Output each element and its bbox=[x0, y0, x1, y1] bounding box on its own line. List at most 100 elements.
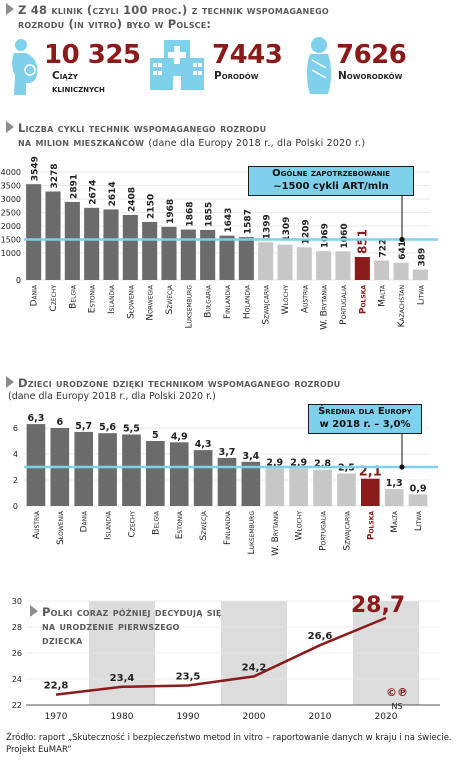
stat-births-label: Porodów bbox=[214, 70, 259, 82]
stat-births-value: 7443 bbox=[212, 40, 283, 70]
bar-value-label: 2408 bbox=[127, 187, 137, 212]
x-tick-label: Malta bbox=[390, 510, 400, 533]
bar-value-label: 1,3 bbox=[386, 478, 403, 489]
bar-value-label: 5,7 bbox=[75, 421, 92, 432]
chart3-title-line1: Polki coraz później decydują się bbox=[42, 605, 222, 619]
y-tick-label: 0 bbox=[16, 276, 21, 285]
bar-value-label: 1309 bbox=[282, 217, 292, 242]
x-tick-label: Finlandia bbox=[223, 510, 233, 545]
bar bbox=[84, 207, 100, 280]
x-tick-label: W. Brytania bbox=[320, 284, 330, 330]
arrow-icon bbox=[30, 605, 38, 617]
copyright-initials: NS bbox=[391, 702, 403, 711]
x-tick-label: Bułgaria bbox=[204, 284, 214, 318]
bar bbox=[277, 244, 293, 280]
bar-value-label: 2,8 bbox=[314, 459, 331, 470]
bar bbox=[169, 442, 189, 506]
bar bbox=[146, 441, 165, 506]
baby-icon bbox=[307, 37, 331, 94]
bar bbox=[217, 457, 237, 506]
bar-value-label: 1968 bbox=[166, 199, 176, 224]
bar-value-label: 6,3 bbox=[28, 413, 45, 424]
y-tick-label: 26 bbox=[12, 649, 22, 658]
x-tick-label: Litwa bbox=[414, 510, 424, 531]
chart2-subtitle: (dane dla Europy 2018 r., dla Polski 202… bbox=[8, 391, 216, 402]
bar bbox=[265, 468, 285, 506]
y-tick-label: 2 bbox=[13, 476, 18, 485]
x-tick-label: W. Brytania bbox=[271, 510, 281, 556]
bar bbox=[64, 201, 80, 280]
bar bbox=[200, 229, 216, 280]
y-tick-label: 6 bbox=[13, 424, 18, 433]
bar-value-label: 1399 bbox=[263, 214, 273, 239]
stat-newborns-label: Noworodków bbox=[338, 70, 403, 82]
bar bbox=[193, 450, 213, 506]
x-tick-label: Słowenia bbox=[126, 284, 136, 319]
bar-value-label: 2,9 bbox=[290, 457, 307, 468]
x-tick-label: Szwecja bbox=[199, 510, 209, 540]
bar bbox=[296, 247, 312, 280]
x-tick-label: Czechy bbox=[127, 511, 137, 538]
bar-value-label: 3549 bbox=[31, 156, 41, 181]
x-tick-label: Norwegia bbox=[146, 284, 156, 321]
bar bbox=[219, 235, 235, 280]
bar-value-label: 2,1 bbox=[359, 465, 382, 480]
bar bbox=[103, 209, 119, 280]
bar bbox=[393, 262, 409, 280]
x-tick-label: Dania bbox=[80, 510, 90, 532]
x-tick-label: 2010 bbox=[309, 712, 332, 722]
x-tick-label: Dania bbox=[30, 284, 40, 306]
x-tick-label: Portugalia bbox=[319, 510, 329, 551]
bar bbox=[408, 494, 428, 506]
chart3-header: Polki coraz później decydują się na urod… bbox=[30, 605, 222, 647]
bar-value-label: 722 bbox=[379, 239, 389, 258]
bar bbox=[384, 489, 404, 506]
x-tick-label: Włochy bbox=[295, 511, 305, 541]
x-tick-label: Włochy bbox=[281, 285, 291, 315]
chart1-svg: 0 1000 1500 2000 2500 3000 3500 4000 3549 Dania 32… bbox=[1, 156, 438, 330]
bar bbox=[122, 214, 138, 280]
x-tick-label: Estonia bbox=[175, 510, 185, 539]
x-tick-label: 1970 bbox=[45, 712, 68, 722]
arrow-icon bbox=[6, 121, 14, 133]
y-tick-label: 4 bbox=[13, 450, 18, 459]
x-tick-label: Islandia bbox=[107, 284, 117, 314]
bar bbox=[26, 184, 42, 280]
bar-value-label: 1643 bbox=[224, 208, 234, 233]
chart3-title-line3: dziecka bbox=[42, 633, 83, 647]
arrow-icon bbox=[6, 376, 14, 388]
bar bbox=[122, 434, 141, 506]
bar-value-label: 3278 bbox=[50, 163, 60, 188]
bar-value-label: 5 bbox=[152, 430, 159, 441]
pregnancy-icon bbox=[12, 39, 38, 95]
bar bbox=[161, 226, 177, 280]
bar bbox=[142, 221, 158, 280]
x-tick-label: 1980 bbox=[111, 712, 134, 722]
bar bbox=[241, 461, 261, 506]
chart1-title-line2: na milion mieszkańców bbox=[18, 135, 145, 149]
bar bbox=[45, 191, 61, 280]
x-tick-label: Malta bbox=[378, 284, 388, 307]
bar bbox=[412, 269, 428, 280]
hospital-icon bbox=[150, 40, 204, 90]
x-tick-label: Szwecja bbox=[165, 284, 175, 314]
bar-value-label: 4,3 bbox=[195, 439, 212, 450]
chart1-title-line1: Liczba cykli technik wspomaganego rozrod… bbox=[18, 121, 267, 135]
bar-value-label: 3,7 bbox=[219, 447, 236, 458]
bar-value-label: 1868 bbox=[185, 202, 195, 227]
x-tick-label: Austria bbox=[300, 284, 310, 313]
y-tick-label: 3000 bbox=[1, 195, 21, 204]
bar bbox=[316, 251, 332, 280]
arrow-icon bbox=[6, 3, 14, 15]
bar bbox=[74, 431, 94, 506]
x-tick-label: 2000 bbox=[243, 712, 266, 722]
bar bbox=[374, 260, 390, 280]
x-tick-label: Kazachstan bbox=[397, 285, 407, 327]
bar-value-label: 851 bbox=[355, 229, 369, 254]
y-tick-label: 1000 bbox=[1, 249, 21, 258]
y-tick-label: 28 bbox=[12, 623, 22, 632]
x-tick-label: Belgia bbox=[68, 284, 78, 309]
y-tick-label: 0 bbox=[13, 502, 18, 511]
x-tick-label: Polska bbox=[358, 285, 368, 314]
bar bbox=[360, 478, 380, 506]
